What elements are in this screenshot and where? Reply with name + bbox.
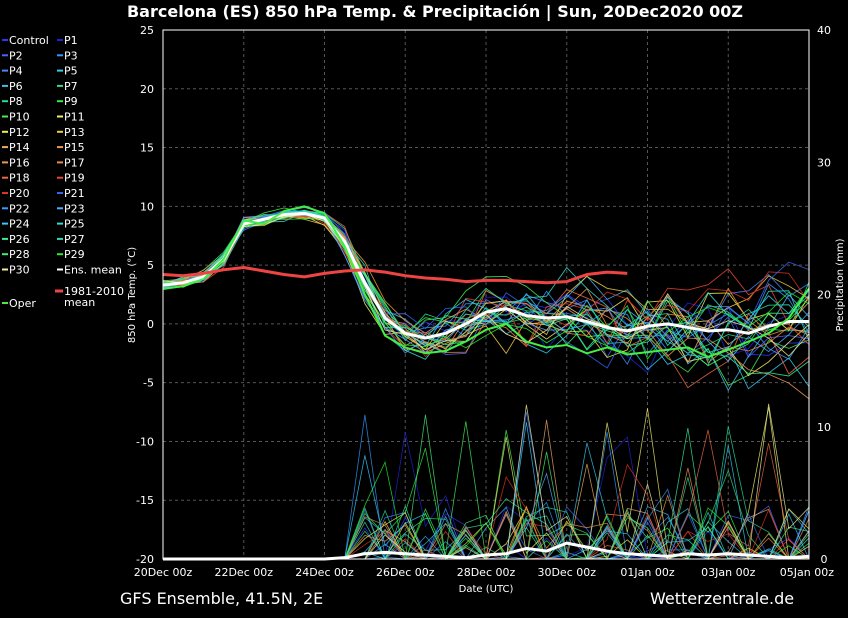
legend-label: Control xyxy=(9,34,49,47)
x-tick-label: 24Dec 00z xyxy=(295,566,354,579)
legend-label: P4 xyxy=(9,65,23,78)
x-tick-label: 01Jan 00z xyxy=(620,566,674,579)
y-tick-left: -5 xyxy=(143,377,154,390)
highlighted-series xyxy=(162,205,810,561)
y-tick-right: 40 xyxy=(817,24,831,37)
legend-label: P9 xyxy=(64,95,78,108)
x-axis-ticks: 20Dec 00z 22Dec 00z 24Dec 00z 26Dec 00z 28De… xyxy=(134,566,834,579)
series-temp-ens-mean xyxy=(162,211,809,340)
legend-label: Ens. mean xyxy=(64,264,122,277)
x-tick-label: 22Dec 00z xyxy=(214,566,273,579)
y-tick-left: 5 xyxy=(147,259,154,272)
legend-label: P6 xyxy=(9,80,23,93)
legend-label: P3 xyxy=(64,49,78,62)
legend-label: P26 xyxy=(9,233,30,246)
y-tick-right: 20 xyxy=(817,289,831,302)
legend-label: P5 xyxy=(64,65,78,78)
legend-label: P27 xyxy=(64,233,85,246)
legend-label: P22 xyxy=(9,202,30,215)
legend-label: P13 xyxy=(64,126,85,139)
chart-title: Barcelona (ES) 850 hPa Temp. & Precipita… xyxy=(127,2,743,22)
y-tick-left: 25 xyxy=(140,24,154,37)
footer-source: Wetterzentrale.de xyxy=(650,589,794,608)
left-axis-ticks: 25 20 15 10 5 0 -5 -10 -15 -20 xyxy=(136,24,154,566)
x-tick-label: 05Jan 00z xyxy=(780,566,834,579)
y-tick-left: -20 xyxy=(136,553,154,566)
temp-member-p12 xyxy=(162,215,810,359)
series-temp-oper xyxy=(162,205,810,358)
x-tick-label: 28Dec 00z xyxy=(457,566,516,579)
x-tick-label: 26Dec 00z xyxy=(376,566,435,579)
y-tick-left: 10 xyxy=(140,200,154,213)
y-axis-label-left: 850 hPa Temp. (°C) xyxy=(127,247,138,343)
x-tick-label: 20Dec 00z xyxy=(134,566,193,579)
legend-label: P7 xyxy=(64,80,78,93)
y-tick-right: 30 xyxy=(817,156,831,169)
legend-label: P10 xyxy=(9,111,30,124)
legend-label: P30 xyxy=(9,264,30,277)
footer-model-info: GFS Ensemble, 41.5N, 2E xyxy=(120,589,323,608)
y-tick-left: 20 xyxy=(140,83,154,96)
legend-label: Oper xyxy=(9,297,36,310)
legend-label: P12 xyxy=(9,126,30,139)
plot-frame xyxy=(162,29,810,560)
legend-label: 1981-2010 mean xyxy=(64,285,124,309)
legend-label: P20 xyxy=(9,187,30,200)
right-axis-ticks: 40 30 20 10 0 xyxy=(817,24,831,566)
legend-label: P18 xyxy=(9,172,30,185)
x-axis-label: Date (UTC) xyxy=(459,584,514,595)
legend-label: P8 xyxy=(9,95,23,108)
temp-member-p30 xyxy=(162,213,810,357)
legend-label: P19 xyxy=(64,172,85,185)
legend-label: P15 xyxy=(64,141,85,154)
series-temp-1981-2010-mean xyxy=(162,265,628,285)
legend-label: P29 xyxy=(64,248,85,261)
legend-label: P25 xyxy=(64,218,85,231)
legend-label: P23 xyxy=(64,202,85,215)
legend-label: P11 xyxy=(64,111,85,124)
y-tick-right: 0 xyxy=(821,553,828,566)
x-tick-label: 30Dec 00z xyxy=(537,566,596,579)
legend-label: P16 xyxy=(9,156,30,169)
y-tick-left: 15 xyxy=(140,142,154,155)
legend-label: P24 xyxy=(9,218,30,231)
legend-label: P21 xyxy=(64,187,85,200)
y-tick-right: 10 xyxy=(817,421,831,434)
legend: Control P1 P2 P3 P4 P5 P6 P7 P8 P9 P10 P11 P12 P13 P14… xyxy=(2,34,124,310)
y-tick-left: -10 xyxy=(136,435,154,448)
legend-label: P14 xyxy=(9,141,30,154)
legend-label: P17 xyxy=(64,156,85,169)
legend-label: P2 xyxy=(9,49,23,62)
y-axis-label-right: Precipitation (mm) xyxy=(835,238,846,331)
x-tick-label: 03Jan 00z xyxy=(701,566,755,579)
legend-label: P1 xyxy=(64,34,78,47)
legend-label: P28 xyxy=(9,248,30,261)
y-tick-left: 0 xyxy=(147,318,154,331)
y-tick-left: -15 xyxy=(136,494,154,507)
